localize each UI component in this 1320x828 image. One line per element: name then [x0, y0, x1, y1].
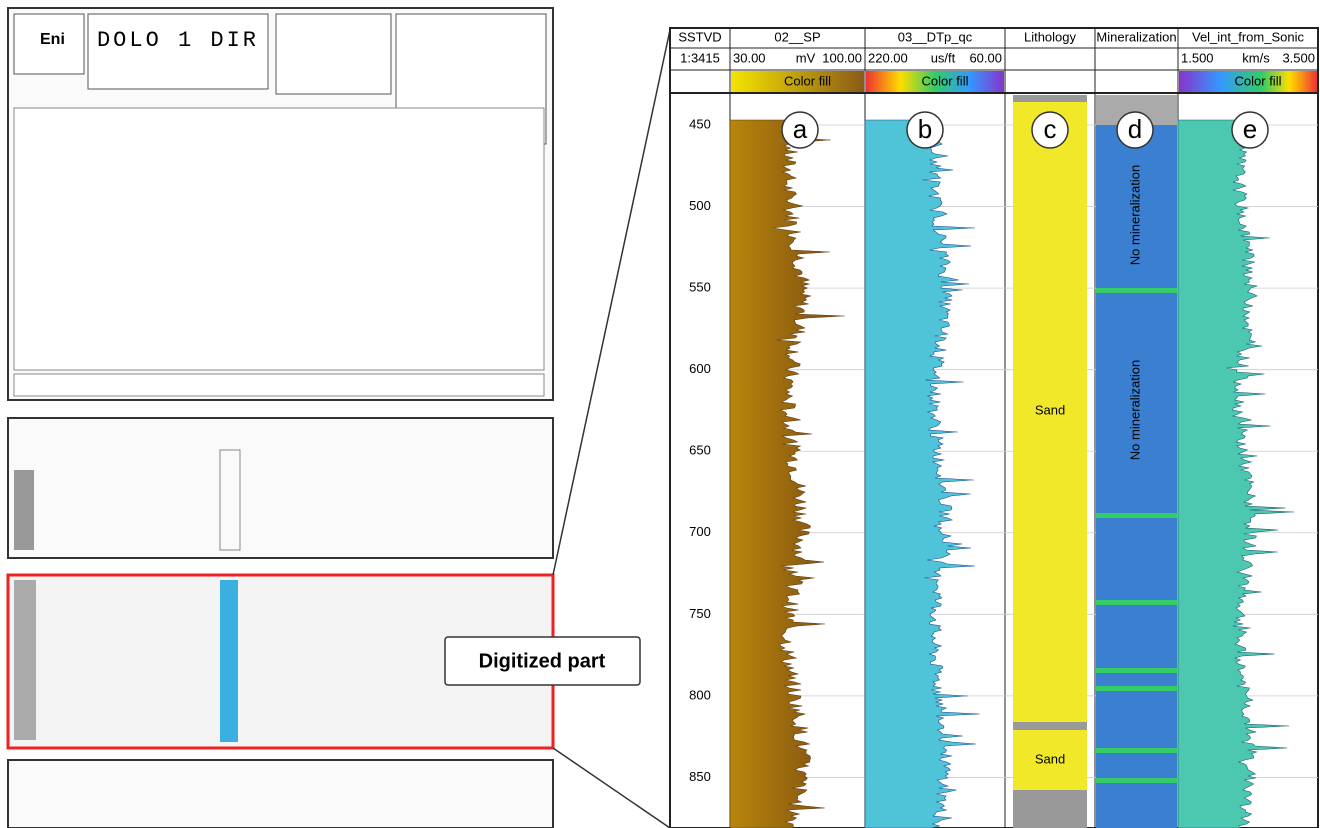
depth-label: 650	[689, 443, 711, 458]
lithology-zone	[1013, 95, 1087, 102]
callout-box	[444, 636, 641, 686]
fill-bar	[1179, 71, 1317, 92]
scale-unit: km/s	[1242, 50, 1270, 65]
scale-right: 100.00	[822, 50, 862, 65]
scale-right: 60.00	[969, 50, 1002, 65]
depth-label: 550	[689, 280, 711, 295]
depth-track-scale: 1:3415	[680, 50, 720, 65]
lithology-zone	[1013, 722, 1087, 730]
scan-log	[7, 417, 554, 559]
lithology-zone	[1013, 730, 1087, 790]
mineral-band	[1096, 748, 1177, 753]
scale-left: 30.00	[733, 50, 766, 65]
mineral-band	[1096, 288, 1177, 293]
lithology-label: Sand	[1035, 402, 1065, 417]
well-name: DOLO 1 DIR	[97, 28, 259, 53]
mineral-band	[1096, 513, 1177, 518]
track-letter-circle	[906, 111, 944, 149]
mineral-band	[1096, 686, 1177, 691]
depth-label: 500	[689, 198, 711, 213]
mineral-label: No mineralization	[1127, 360, 1142, 460]
company-logo: Eni	[40, 31, 65, 48]
callout: Digitized part	[479, 650, 606, 672]
log-curve	[864, 119, 980, 828]
mineral-band	[1096, 778, 1177, 783]
scan-header: Eni DOLO 1 DIR	[7, 7, 554, 401]
scale-left: 220.00	[868, 50, 908, 65]
fill-bar	[866, 71, 1004, 92]
lithology-zone	[1013, 790, 1087, 828]
scale-unit: mV	[796, 50, 816, 65]
log-curve	[729, 119, 845, 828]
scan-remarks	[7, 759, 554, 828]
mineral-label: No mineralization	[1127, 165, 1142, 265]
track-letter-circle	[1031, 111, 1069, 149]
track-name: Mineralization	[1096, 29, 1176, 44]
lithology-zone	[1013, 102, 1087, 724]
scale-left: 1.500	[1181, 50, 1214, 65]
track-name: Vel_int_from_Sonic	[1192, 29, 1305, 44]
track-letter-circle	[1231, 111, 1269, 149]
track-name: 03__DTp_qc	[898, 29, 973, 44]
track-letter: d	[1128, 114, 1142, 144]
lithology-label: Sand	[1035, 751, 1065, 766]
track-name: Lithology	[1024, 29, 1077, 44]
fill-bar	[731, 71, 864, 92]
depth-label: 800	[689, 687, 711, 702]
track-letter: b	[918, 114, 932, 144]
depth-label: 750	[689, 606, 711, 621]
track-letter: a	[793, 114, 808, 144]
scale-unit: us/ft	[931, 50, 956, 65]
fill-label: Color fill	[1235, 73, 1282, 88]
depth-label: 450	[689, 116, 711, 131]
mineral-band	[1096, 668, 1177, 673]
depth-label: 700	[689, 524, 711, 539]
track-letter: e	[1243, 114, 1257, 144]
fill-label: Color fill	[784, 73, 831, 88]
track-name: 02__SP	[774, 29, 820, 44]
connector	[552, 29, 671, 576]
connector	[552, 747, 671, 828]
track-letter-circle	[781, 111, 819, 149]
depth-label: 850	[689, 769, 711, 784]
depth-label: 600	[689, 361, 711, 376]
depth-track-name: SSTVD	[678, 29, 721, 44]
track-letter-circle	[1116, 111, 1154, 149]
mineral-band	[1096, 600, 1177, 605]
mineral-zone	[1096, 125, 1177, 828]
scale-right: 3.500	[1282, 50, 1315, 65]
fill-label: Color fill	[922, 73, 969, 88]
track-letter: c	[1044, 114, 1057, 144]
log-curve	[1177, 119, 1294, 828]
